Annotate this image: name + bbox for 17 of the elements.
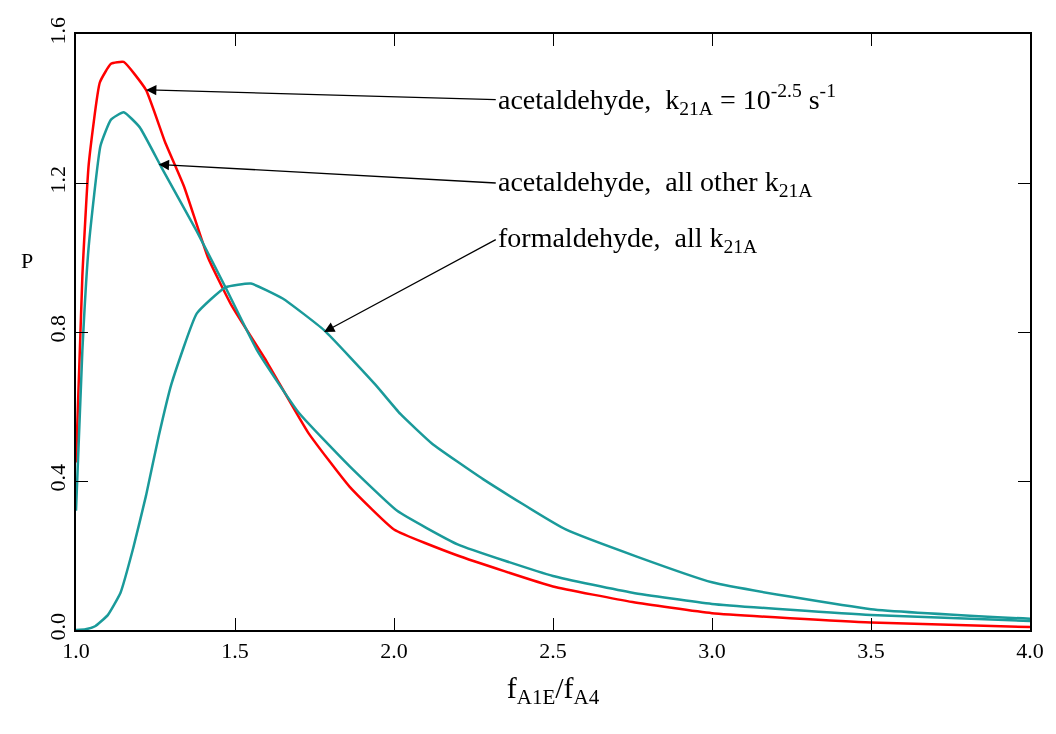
y-tick-label: 0.0 bbox=[45, 612, 71, 641]
annotation: acetaldehyde, k$_{21A}$ = 10$^{-2.5}$ s$^{-1}$ bbox=[498, 80, 836, 119]
x-tick-label: 3.0 bbox=[698, 638, 726, 664]
x-axis-title: f$_{A1E}$/f$_{A4}$ bbox=[506, 671, 600, 710]
x-tick-label: 2.5 bbox=[539, 638, 567, 664]
y-axis-title: P bbox=[21, 248, 34, 273]
y-tick-label: 0.8 bbox=[45, 314, 71, 343]
y-tick-label: 1.6 bbox=[45, 16, 71, 45]
x-tick-label: 3.5 bbox=[857, 638, 885, 664]
x-tick-label: 1.5 bbox=[221, 638, 249, 664]
y-tick-label: 1.2 bbox=[45, 165, 71, 194]
y-tick-label: 0.4 bbox=[45, 463, 71, 492]
x-tick-label: 1.0 bbox=[62, 638, 90, 664]
x-tick-label: 2.0 bbox=[380, 638, 408, 664]
annotation: acetaldehyde, all other k$_{21A}$ bbox=[498, 166, 813, 201]
annotation: formaldehyde, all k$_{21A}$ bbox=[498, 222, 758, 257]
x-tick-label: 4.0 bbox=[1016, 638, 1044, 664]
